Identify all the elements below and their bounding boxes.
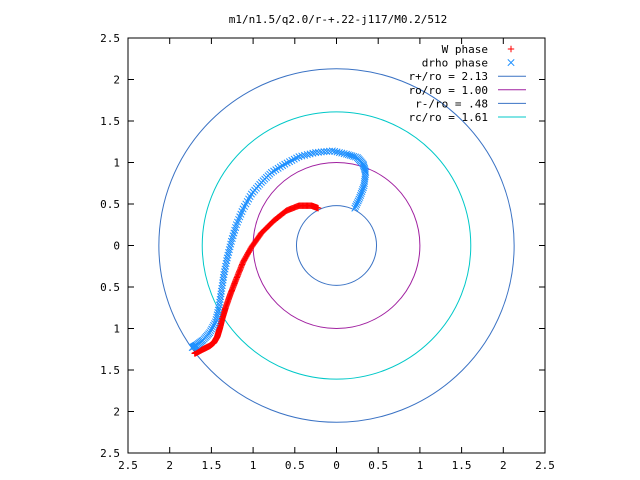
- x-tick-label: 2: [166, 459, 173, 472]
- drho-phase-point: [222, 262, 230, 270]
- x-tick-label: 2.5: [535, 459, 555, 472]
- drho-phase-point: [353, 199, 361, 207]
- drho-phase-point: [312, 148, 320, 157]
- legend-marker: [507, 59, 515, 67]
- y-tick-label: 2.5: [100, 447, 120, 460]
- y-tick-label: 2.5: [100, 32, 120, 45]
- reference-circle: [252, 162, 421, 329]
- axis-ticks: 2.5 2 1.5 1 0.5 0 0.5 1 1.5 2 2.52.521.510.500.511…: [100, 32, 555, 472]
- drho-phase-point: [300, 151, 309, 159]
- drho-phase-point: [207, 327, 215, 335]
- x-tick-label: 0.5: [285, 459, 305, 472]
- drho-phase-point: [356, 191, 365, 199]
- drho-phase-point: [309, 149, 317, 157]
- x-tick-label: 1: [250, 459, 257, 472]
- legend-label: W phase: [442, 43, 488, 56]
- drho-phase-point: [303, 151, 311, 159]
- drho-phase-point: [352, 202, 360, 210]
- drho-phase-point: [357, 189, 365, 198]
- drho-phase-point: [221, 265, 229, 273]
- legend-marker: [507, 45, 515, 53]
- drho-phase-point: [352, 200, 361, 209]
- drho-phase-point: [223, 254, 231, 262]
- y-tick-label: 2: [113, 406, 120, 419]
- y-tick-label: 1: [113, 323, 120, 336]
- drho-phase-point: [323, 147, 331, 155]
- x-tick-label: 0.5: [368, 459, 388, 472]
- drho-phase-point: [209, 323, 217, 331]
- drho-phase-point: [325, 147, 334, 155]
- drho-phase-point: [220, 268, 229, 276]
- drho-phase-point: [237, 210, 245, 218]
- drho-phase-point: [226, 243, 234, 251]
- drho-phase-point: [224, 251, 232, 259]
- data-points: [188, 147, 370, 357]
- x-tick-label: 2.5: [118, 459, 138, 472]
- x-tick-label: 2: [500, 459, 507, 472]
- drho-phase-point: [306, 150, 314, 158]
- drho-phase-point: [354, 197, 362, 205]
- drho-phase-point: [227, 237, 235, 245]
- drho-phase-point: [351, 204, 359, 212]
- drho-phase-point: [314, 148, 322, 156]
- drho-phase-point: [355, 195, 363, 203]
- drho-phase-point: [223, 257, 231, 265]
- drho-phase-point: [358, 187, 366, 196]
- drho-phase-point: [222, 259, 230, 268]
- y-tick-label: 0.5: [100, 198, 120, 211]
- drho-phase-point: [210, 321, 218, 330]
- drho-phase-point: [188, 344, 196, 352]
- y-tick-label: 1: [113, 157, 120, 170]
- legend-label: rc/ro = 1.61: [409, 111, 488, 124]
- reference-circle: [295, 205, 378, 286]
- drho-phase-point: [298, 152, 306, 160]
- legend-label: drho phase: [422, 57, 488, 70]
- drho-phase-point: [235, 215, 243, 224]
- y-tick-label: 0: [113, 240, 120, 253]
- x-tick-label: 1.5: [452, 459, 472, 472]
- drho-phase-point: [233, 218, 242, 226]
- x-tick-label: 1: [417, 459, 424, 472]
- legend-label: r-/ro = .48: [415, 97, 488, 110]
- chart-title: m1/n1.5/q2.0/r-+.22-j117/M0.2/512: [229, 13, 448, 26]
- w-phase-point: [191, 350, 198, 357]
- drho-phase-point: [356, 193, 364, 201]
- drho-phase-point: [208, 325, 216, 333]
- drho-phase-point: [359, 184, 367, 192]
- y-tick-label: 1.5: [100, 364, 120, 377]
- y-tick-label: 0.5: [100, 281, 120, 294]
- drho-phase-point: [227, 240, 235, 248]
- y-tick-label: 1.5: [100, 115, 120, 128]
- drho-phase-point: [320, 148, 328, 156]
- drho-phase-point: [236, 213, 244, 221]
- x-tick-label: 0: [333, 459, 340, 472]
- y-tick-label: 2: [113, 74, 120, 87]
- drho-phase-point: [328, 147, 336, 155]
- drho-phase-point: [212, 315, 220, 324]
- reference-circle: [201, 111, 472, 380]
- drho-phase-point: [359, 186, 367, 194]
- legend-label: r+/ro = 2.13: [409, 70, 488, 83]
- x-tick-label: 1.5: [201, 459, 221, 472]
- drho-phase-point: [344, 151, 352, 159]
- drho-phase-point: [211, 320, 219, 328]
- drho-phase-point: [212, 318, 220, 326]
- legend-label: ro/ro = 1.00: [409, 84, 488, 97]
- reference-circle: [158, 68, 515, 423]
- drho-phase-point: [225, 248, 233, 256]
- drho-phase-point: [225, 246, 233, 254]
- drho-phase-point: [317, 148, 325, 156]
